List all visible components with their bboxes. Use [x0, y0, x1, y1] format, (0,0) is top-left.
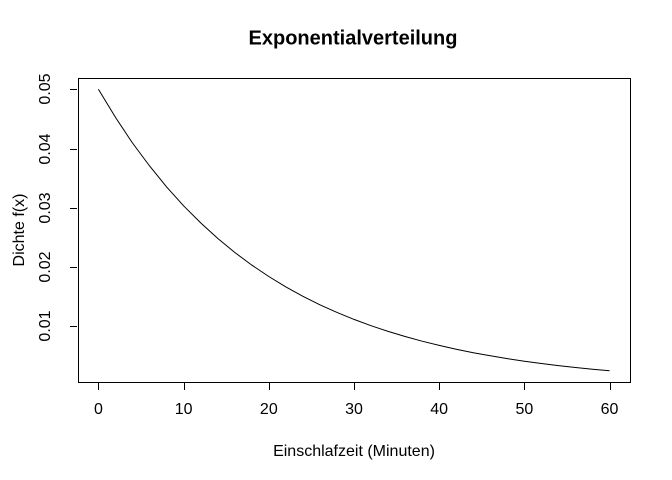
x-tick-label: 50 [515, 401, 534, 418]
y-tick-label: 0.04 [37, 132, 54, 165]
y-tick-label: 0.02 [37, 251, 54, 283]
y-tick-label: 0.03 [37, 192, 54, 224]
density-curve [97, 89, 610, 372]
chart-title: Exponentialverteilung [248, 27, 458, 50]
plot-box [78, 78, 631, 383]
x-tick-label: 60 [600, 401, 619, 418]
x-tick-label: 10 [174, 401, 193, 418]
y-axis-label: Dichte f(x) [11, 193, 28, 267]
x-tick-label: 20 [259, 401, 278, 418]
x-tick-label: 40 [430, 401, 449, 418]
x-axis-label: Einschlafzeit (Minuten) [273, 443, 435, 460]
y-tick-label: 0.01 [37, 310, 54, 342]
y-tick-label: 0.05 [37, 73, 54, 105]
x-tick-label: 30 [345, 401, 363, 418]
x-tick-label: 0 [93, 401, 103, 418]
